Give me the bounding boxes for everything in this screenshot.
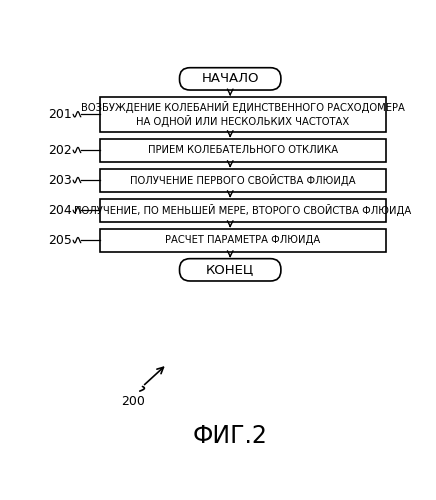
FancyBboxPatch shape: [100, 138, 385, 162]
Text: 203: 203: [48, 174, 72, 186]
Text: ВОЗБУЖДЕНИЕ КОЛЕБАНИЙ ЕДИНСТВЕННОГО РАСХОДОМЕРА
НА ОДНОЙ ИЛИ НЕСКОЛЬКИХ ЧАСТОТАХ: ВОЗБУЖДЕНИЕ КОЛЕБАНИЙ ЕДИНСТВЕННОГО РАСХ…: [81, 102, 405, 128]
Text: КОНЕЦ: КОНЕЦ: [206, 264, 254, 276]
Text: 204: 204: [48, 204, 72, 216]
Text: 205: 205: [48, 234, 72, 246]
Text: 200: 200: [122, 396, 146, 408]
Text: РАСЧЕТ ПАРАМЕТРА ФЛЮИДА: РАСЧЕТ ПАРАМЕТРА ФЛЮИДА: [165, 235, 320, 245]
FancyBboxPatch shape: [100, 198, 385, 222]
FancyBboxPatch shape: [100, 168, 385, 192]
FancyBboxPatch shape: [100, 97, 385, 132]
FancyBboxPatch shape: [180, 258, 281, 281]
Text: ПОЛУЧЕНИЕ ПЕРВОГО СВОЙСТВА ФЛЮИДА: ПОЛУЧЕНИЕ ПЕРВОГО СВОЙСТВА ФЛЮИДА: [130, 174, 356, 186]
Text: ФИГ.2: ФИГ.2: [193, 424, 268, 448]
FancyBboxPatch shape: [100, 228, 385, 252]
FancyBboxPatch shape: [180, 68, 281, 90]
Text: ПРИЕМ КОЛЕБАТЕЛЬНОГО ОТКЛИКА: ПРИЕМ КОЛЕБАТЕЛЬНОГО ОТКЛИКА: [148, 145, 338, 155]
Text: 201: 201: [48, 108, 72, 121]
Text: НАЧАЛО: НАЧАЛО: [201, 72, 259, 86]
Text: ПОЛУЧЕНИЕ, ПО МЕНЬШЕЙ МЕРЕ, ВТОРОГО СВОЙСТВА ФЛЮИДА: ПОЛУЧЕНИЕ, ПО МЕНЬШЕЙ МЕРЕ, ВТОРОГО СВОЙ…: [74, 204, 412, 216]
Text: 202: 202: [48, 144, 72, 156]
